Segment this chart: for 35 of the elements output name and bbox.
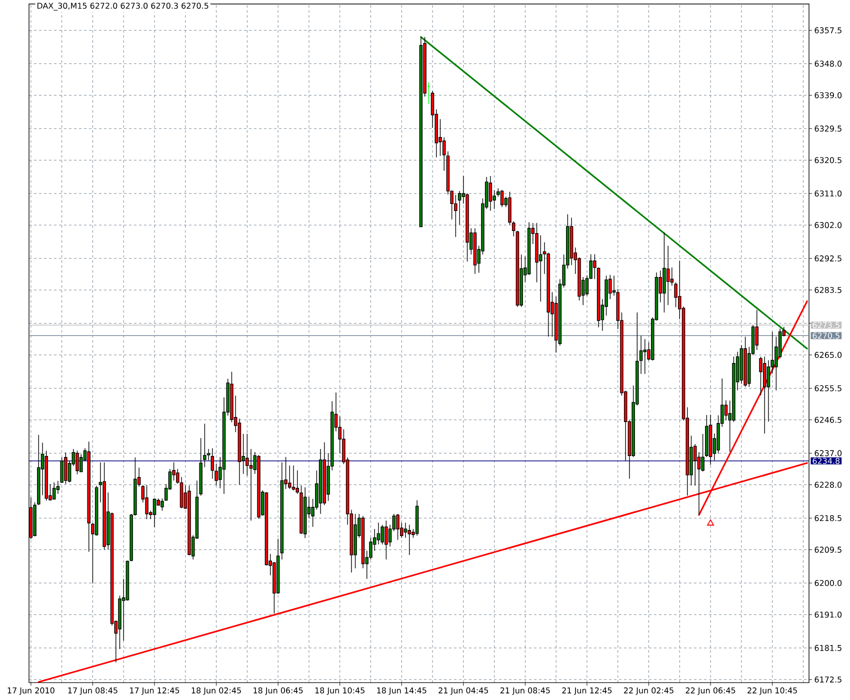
candlestick: [527, 222, 531, 276]
candlestick: [724, 400, 728, 421]
candlestick: [766, 360, 770, 422]
candlestick: [708, 414, 712, 466]
candlestick: [318, 448, 322, 514]
candlestick: [643, 338, 647, 374]
candlestick: [535, 222, 538, 283]
candlestick: [376, 522, 380, 545]
candlestick: [361, 516, 365, 569]
candlestick: [473, 228, 477, 274]
candlestick: [354, 514, 357, 569]
candlestick: [740, 344, 744, 384]
candlestick: [152, 498, 156, 528]
candlestick: [303, 486, 307, 538]
candlestick: [516, 230, 520, 308]
candlestick: [693, 444, 697, 486]
candlestick: [238, 418, 242, 486]
candlestick: [210, 448, 214, 480]
candlestick: [570, 217, 574, 266]
candlestick: [276, 538, 280, 594]
candlestick: [264, 492, 268, 566]
candlestick: [488, 176, 492, 212]
candlestick: [662, 232, 666, 313]
candlestick: [404, 522, 408, 538]
candlestick: [180, 476, 184, 509]
candlestick: [500, 190, 504, 208]
candlestick: [458, 190, 462, 226]
candlestick: [206, 448, 210, 461]
candlestick: [280, 462, 284, 560]
candlestick: [87, 441, 90, 552]
candlestick: [539, 234, 542, 302]
candlestick: [249, 448, 253, 521]
candlestick: [666, 245, 670, 306]
candlestick: [246, 434, 249, 476]
candlestick: [415, 500, 419, 536]
